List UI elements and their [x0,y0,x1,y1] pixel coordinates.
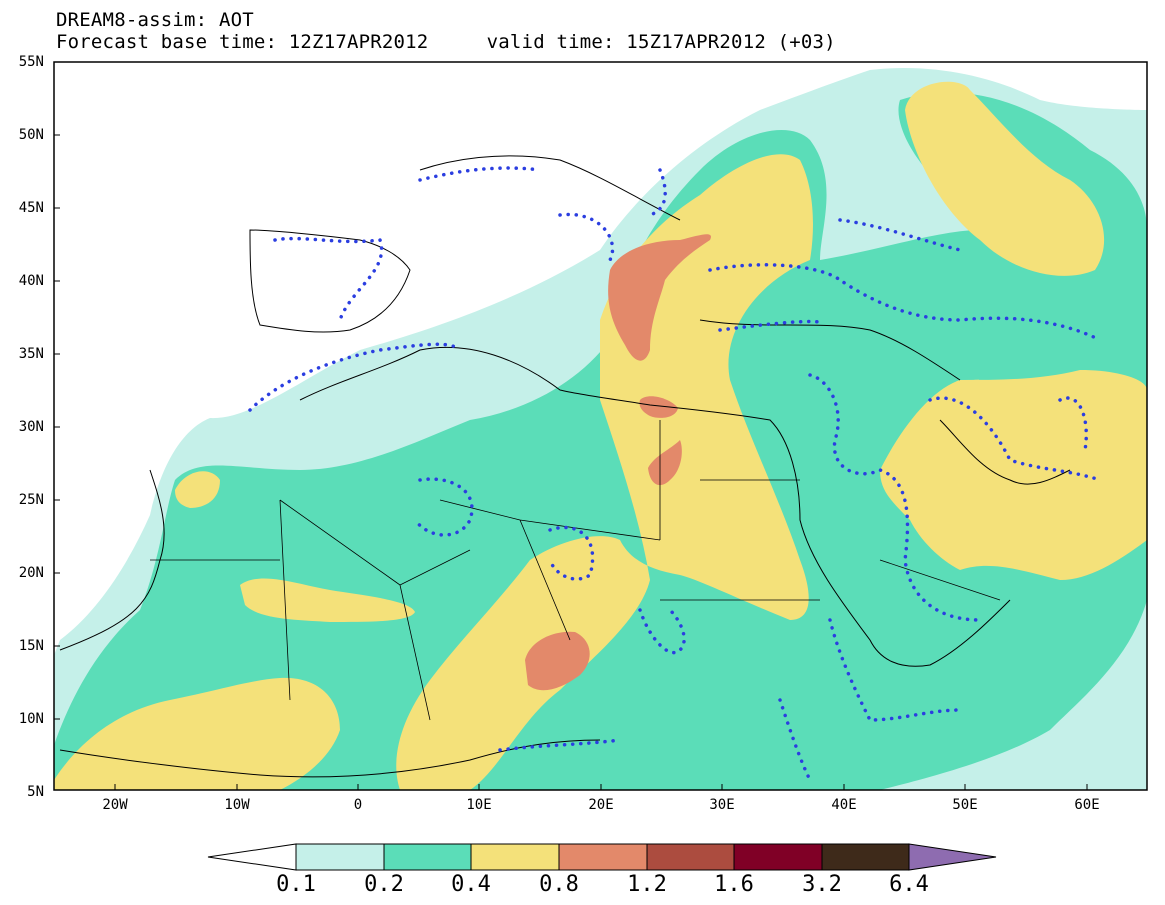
lat-label: 55N [18,54,44,70]
aot-contour-0.8 [608,234,711,361]
colorbar-label: 0.4 [451,872,491,897]
aot-contour-0.4 [396,154,813,790]
observation-contour [248,166,1102,782]
lon-label: 20E [588,797,614,813]
lat-label: 15N [18,638,44,654]
colorbar-label: 1.2 [627,872,667,897]
aot-contour-0.8-d [639,396,678,418]
lat-label: 40N [18,273,44,289]
aot-contour-0.4-sahara [175,471,220,508]
aot-contour-0.4-north [905,81,1105,276]
aot-contour-0.8-b [525,631,590,691]
lon-label: 0 [353,797,363,813]
colorbar-label: 0.1 [276,872,316,897]
map-title: DREAM8-assim: AOT [56,9,254,31]
lat-label: 25N [18,492,44,508]
colorbar-label: 0.8 [539,872,579,897]
colorbar [207,843,997,871]
lat-label: 5N [27,784,44,800]
colorbar-label: 0.2 [364,872,404,897]
lon-label: 20W [102,797,128,813]
map-subtitle: Forecast base time: 12Z17APR2012 valid t… [56,31,836,53]
lon-label: 50E [952,797,978,813]
axis-ticks [54,61,1088,790]
aot-contour-0.8-c [648,440,682,486]
aot-contour-0.4-east [880,370,1147,580]
lat-label: 20N [18,565,44,581]
colorbar-label: 6.4 [889,872,929,897]
coastline [59,155,1071,778]
lat-label: 30N [18,419,44,435]
lon-label: 40E [831,797,857,813]
lon-label: 10E [466,797,492,813]
aot-contour-0.4-sahel [240,578,415,622]
lon-label: 30E [709,797,735,813]
lat-label: 50N [18,127,44,143]
aot-contour-0.4-west [54,677,340,790]
lat-label: 45N [18,200,44,216]
lat-label: 10N [18,711,44,727]
colorbar-label: 3.2 [802,872,842,897]
lon-label: 10W [224,797,250,813]
country-borders [150,420,1001,721]
colorbar-label: 1.6 [714,872,754,897]
lat-label: 35N [18,346,44,362]
lon-label: 60E [1074,797,1100,813]
